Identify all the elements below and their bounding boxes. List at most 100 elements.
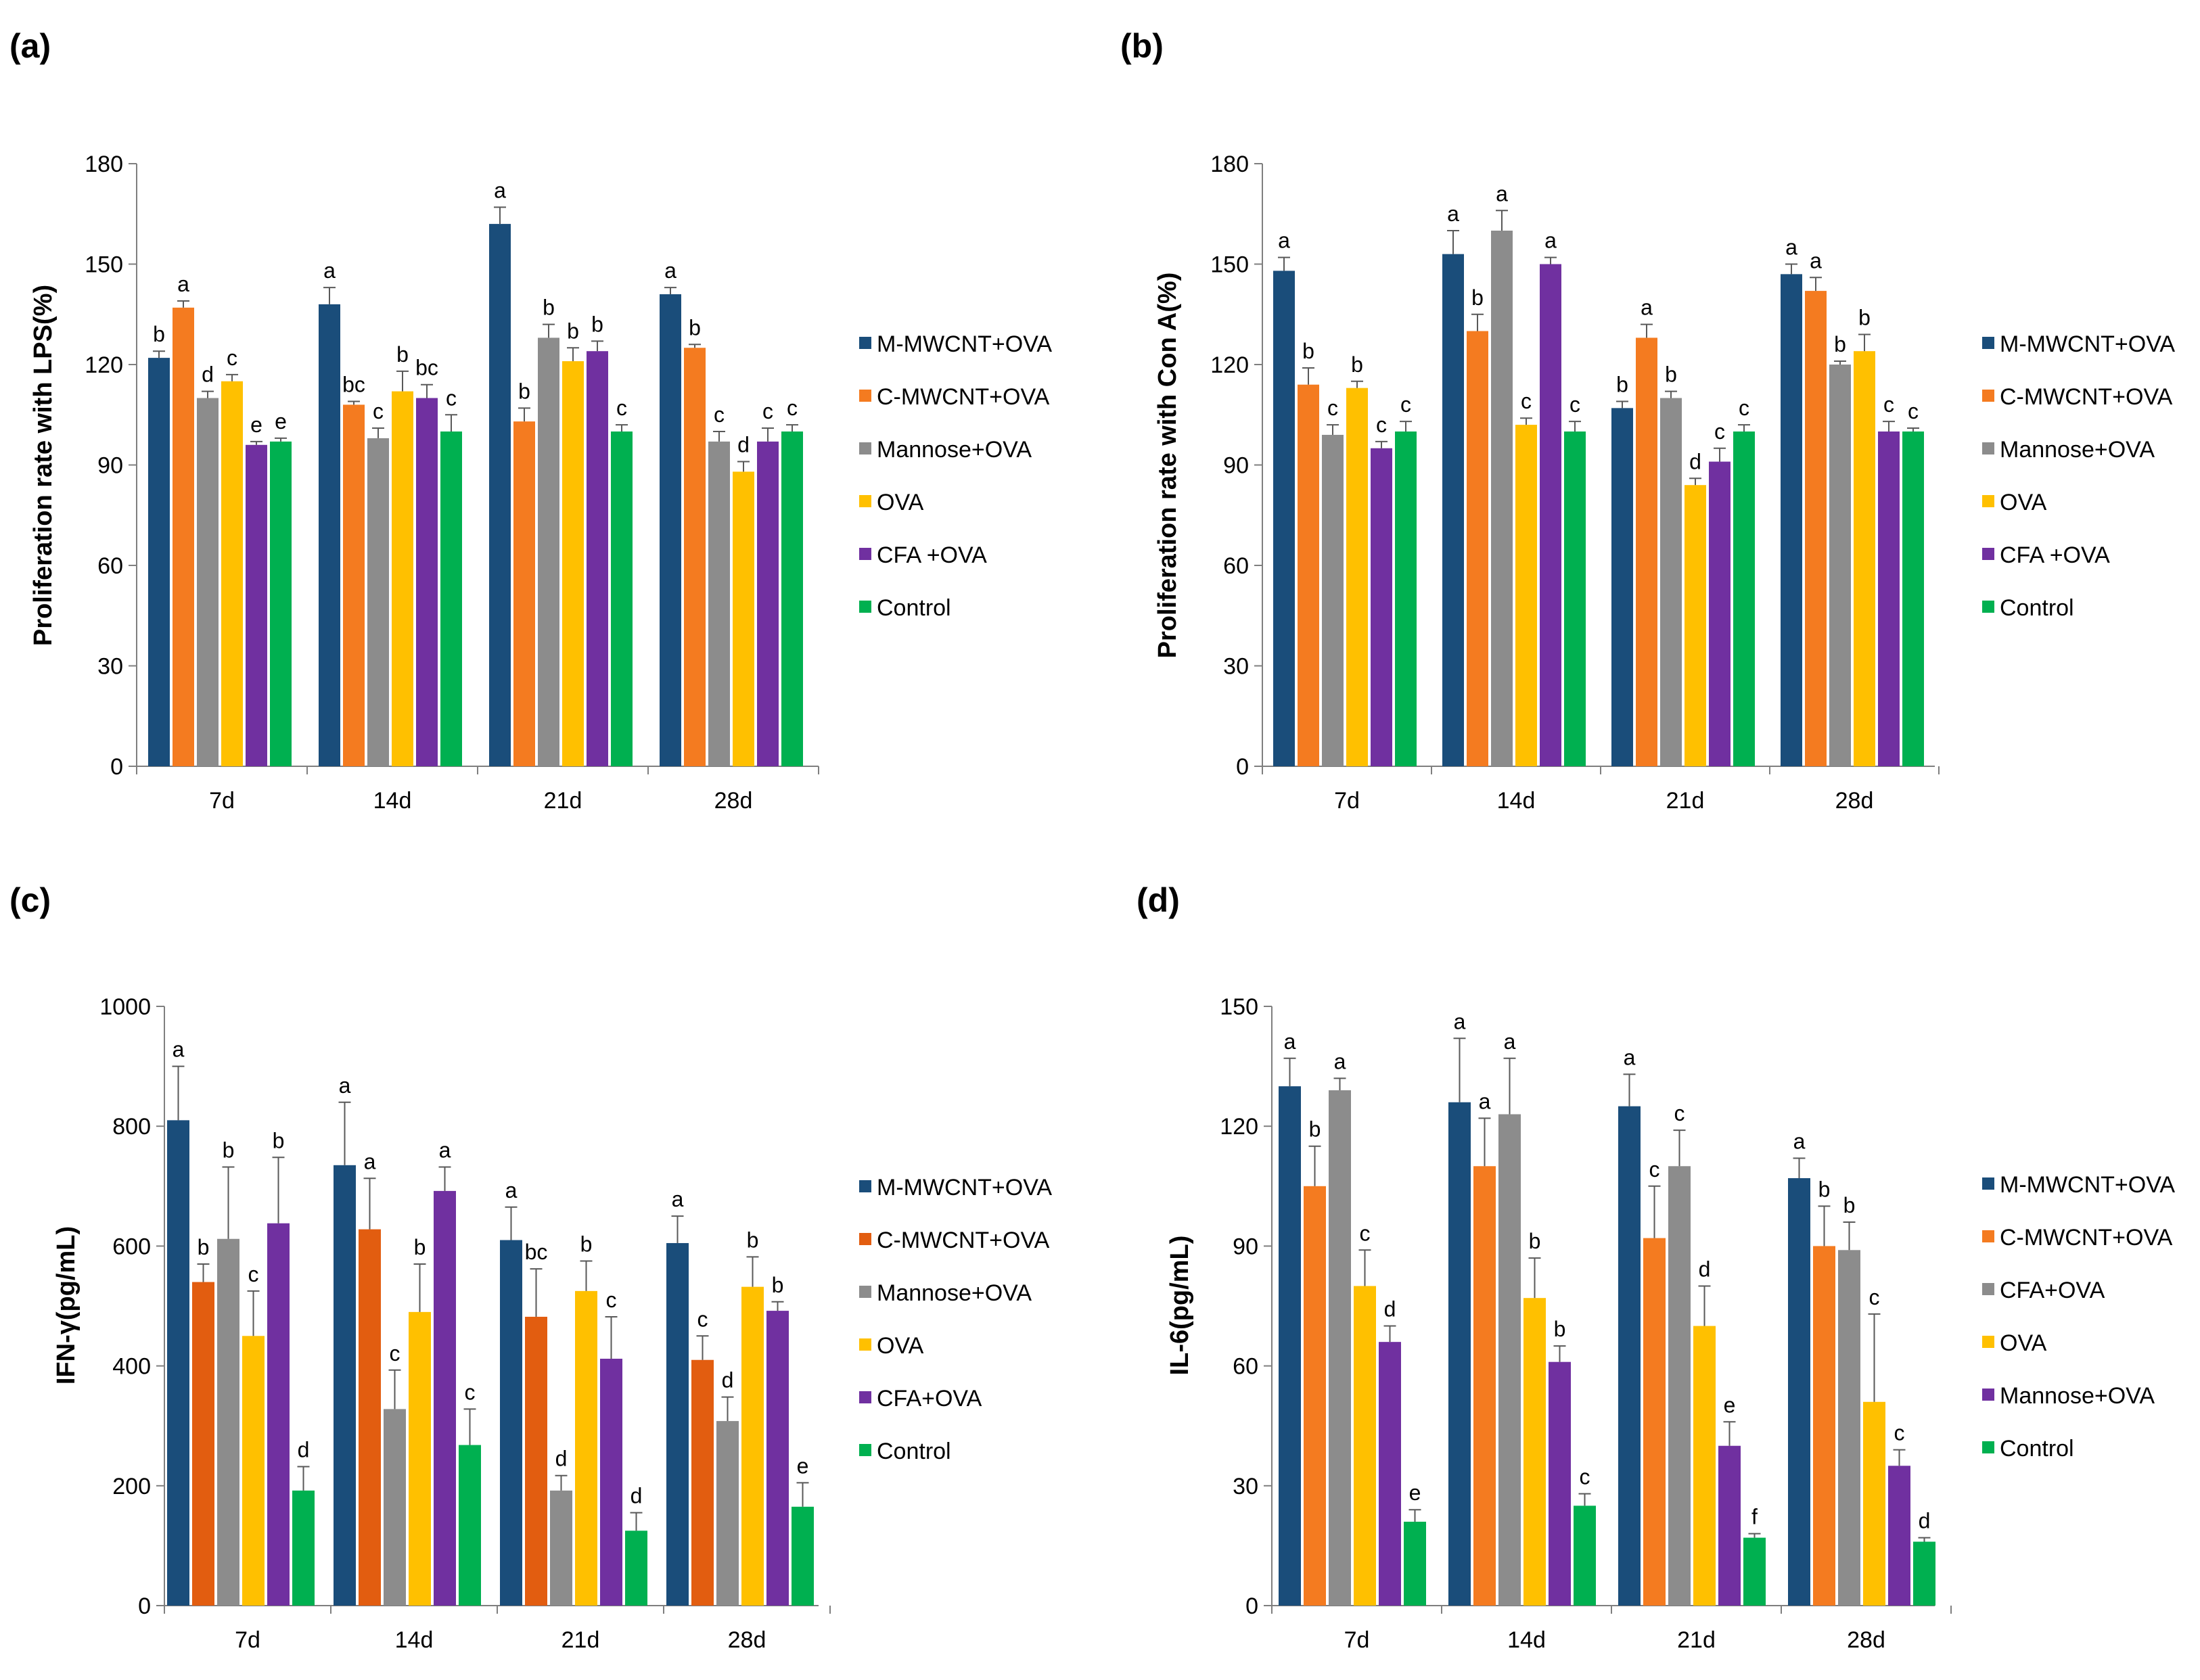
- significance-label: c: [1569, 392, 1580, 417]
- bar-m-mwcnt-ova-7d: [1279, 1086, 1301, 1606]
- bar-ova-21d: [1685, 485, 1706, 766]
- x-tick-label-28d: 28d: [728, 1627, 766, 1653]
- bar-mannose-ova-7d: [1379, 1342, 1401, 1606]
- bar-cfa-ova-7d: [267, 1223, 290, 1606]
- bar-cfa-ova-21d: [600, 1358, 622, 1606]
- significance-label: a: [505, 1178, 518, 1203]
- bar-control-21d: [625, 1531, 647, 1606]
- bar-m-mwcnt-ova-14d: [319, 304, 340, 766]
- bar-m-mwcnt-ova-28d: [1781, 274, 1802, 767]
- significance-label: b: [543, 296, 555, 320]
- bar-ova-28d: [1854, 351, 1875, 766]
- chart-panel-2: (b) Proliferation rate with Con A(%) 0 30 60…: [1120, 27, 2175, 814]
- x-tick-label-7d: 7d: [235, 1627, 260, 1653]
- legend-entry: Mannose+OVA: [2000, 1383, 2155, 1409]
- y-tick-label: 600: [112, 1234, 151, 1259]
- bar-cfa-ova-7d: [1371, 448, 1392, 766]
- legend-swatch: [1982, 337, 1994, 349]
- significance-label: f: [1751, 1505, 1758, 1529]
- bar-ova-14d: [1515, 425, 1537, 766]
- significance-label: bc: [525, 1240, 548, 1264]
- bar-cfa-ova-14d: [434, 1190, 456, 1606]
- bar-mannose-ova-21d: [1718, 1445, 1741, 1606]
- legend-swatch: [859, 601, 871, 613]
- x-tick-label-14d: 14d: [395, 1627, 434, 1653]
- legend-entry: C-MWCNT+OVA: [877, 1228, 1050, 1253]
- x-tick-label-28d: 28d: [714, 788, 753, 814]
- x-tick-label-21d: 21d: [544, 788, 582, 814]
- bar-control-14d: [1564, 431, 1586, 766]
- significance-label: b: [223, 1138, 235, 1162]
- significance-label: c: [1894, 1421, 1905, 1445]
- bar-control-21d: [1743, 1537, 1766, 1606]
- significance-label: b: [1858, 305, 1871, 329]
- significance-label: c: [227, 346, 237, 370]
- bar-ova-7d: [221, 381, 243, 766]
- x-tick-label-7d: 7d: [209, 788, 235, 814]
- significance-label: e: [1724, 1393, 1736, 1417]
- bar-c-mwcnt-ova-7d: [1298, 384, 1319, 766]
- significance-label: c: [1400, 392, 1411, 417]
- significance-label: b: [1302, 339, 1314, 363]
- bar-m-mwcnt-ova-28d: [1788, 1177, 1810, 1606]
- bar-mannose-ova-14d: [1491, 231, 1513, 766]
- x-tick-label-28d: 28d: [1847, 1627, 1885, 1653]
- significance-label: a: [177, 272, 189, 296]
- bar-cfa-ova-28d: [1838, 1250, 1860, 1606]
- significance-label: a: [1284, 1029, 1296, 1054]
- y-tick-label: 180: [1210, 151, 1249, 177]
- bar-ova-14d: [409, 1311, 431, 1606]
- x-tick-label-21d: 21d: [562, 1627, 600, 1653]
- legend-entry: C-MWCNT+OVA: [2000, 1225, 2173, 1251]
- significance-label: a: [1496, 181, 1508, 206]
- bar-ova-7d: [242, 1336, 265, 1606]
- significance-label: e: [797, 1453, 809, 1478]
- significance-label: b: [1554, 1317, 1566, 1341]
- legend-entry: C-MWCNT+OVA: [877, 384, 1050, 410]
- significance-label: d: [202, 363, 214, 387]
- y-tick-label: 150: [1220, 994, 1258, 1020]
- y-tick-label: 0: [138, 1593, 151, 1619]
- significance-label: c: [446, 386, 457, 410]
- significance-label: a: [1447, 202, 1459, 226]
- bar-m-mwcnt-ova-21d: [1618, 1106, 1641, 1606]
- y-tick-label: 400: [112, 1354, 151, 1380]
- significance-label: c: [714, 402, 725, 427]
- significance-label: a: [1544, 229, 1557, 253]
- legend-entry: CFA+OVA: [2000, 1278, 2105, 1303]
- significance-label: c: [373, 399, 384, 423]
- legend-swatch: [859, 1391, 871, 1403]
- significance-label: c: [762, 399, 773, 423]
- bar-control-7d: [1395, 431, 1417, 766]
- bar-control-21d: [611, 431, 633, 766]
- bar-ova-21d: [562, 361, 584, 766]
- y-tick-label: 90: [97, 453, 123, 479]
- significance-label: a: [173, 1037, 185, 1062]
- legend-swatch: [1982, 390, 1994, 402]
- significance-label: c: [1739, 396, 1749, 420]
- y-tick-label: 180: [85, 151, 123, 177]
- significance-label: b: [1616, 372, 1628, 396]
- significance-label: a: [1479, 1089, 1491, 1113]
- bar-mannose-ova-28d: [708, 441, 730, 766]
- significance-label: e: [1409, 1480, 1421, 1505]
- y-tick-label: 150: [1210, 252, 1249, 278]
- bar-control-14d: [440, 431, 462, 766]
- x-tick-label-7d: 7d: [1334, 788, 1360, 814]
- bar-ova-7d: [1354, 1286, 1376, 1606]
- bar-ova-7d: [1346, 388, 1368, 766]
- legend-entry: Mannose+OVA: [877, 1280, 1032, 1306]
- legend-entry: Mannose+OVA: [877, 437, 1032, 463]
- significance-label: d: [1384, 1297, 1396, 1322]
- legend-entry: CFA +OVA: [2000, 542, 2110, 568]
- legend-entry: Control: [2000, 1436, 2074, 1462]
- significance-label: b: [689, 315, 701, 340]
- legend-entry: Mannose+OVA: [2000, 437, 2155, 463]
- bar-c-mwcnt-ova-7d: [173, 307, 194, 767]
- bar-m-mwcnt-ova-14d: [1442, 254, 1464, 766]
- legend-entry: M-MWCNT+OVA: [2000, 331, 2175, 357]
- y-axis-title: IL-6(pg/mL): [1166, 1236, 1194, 1376]
- bar-c-mwcnt-ova-7d: [192, 1282, 214, 1606]
- significance-label: b: [198, 1235, 210, 1259]
- x-tick-label-28d: 28d: [1835, 788, 1874, 814]
